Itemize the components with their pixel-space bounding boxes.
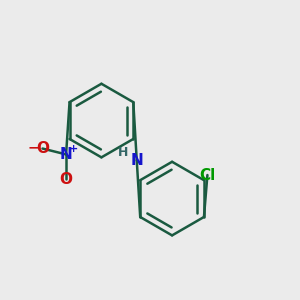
Text: N: N [130,153,143,168]
Text: +: + [69,143,78,154]
Text: −: − [28,140,40,154]
Text: H: H [118,146,129,159]
Text: N: N [60,147,73,162]
Text: Cl: Cl [199,167,215,182]
Text: O: O [36,141,49,156]
Text: O: O [60,172,73,187]
